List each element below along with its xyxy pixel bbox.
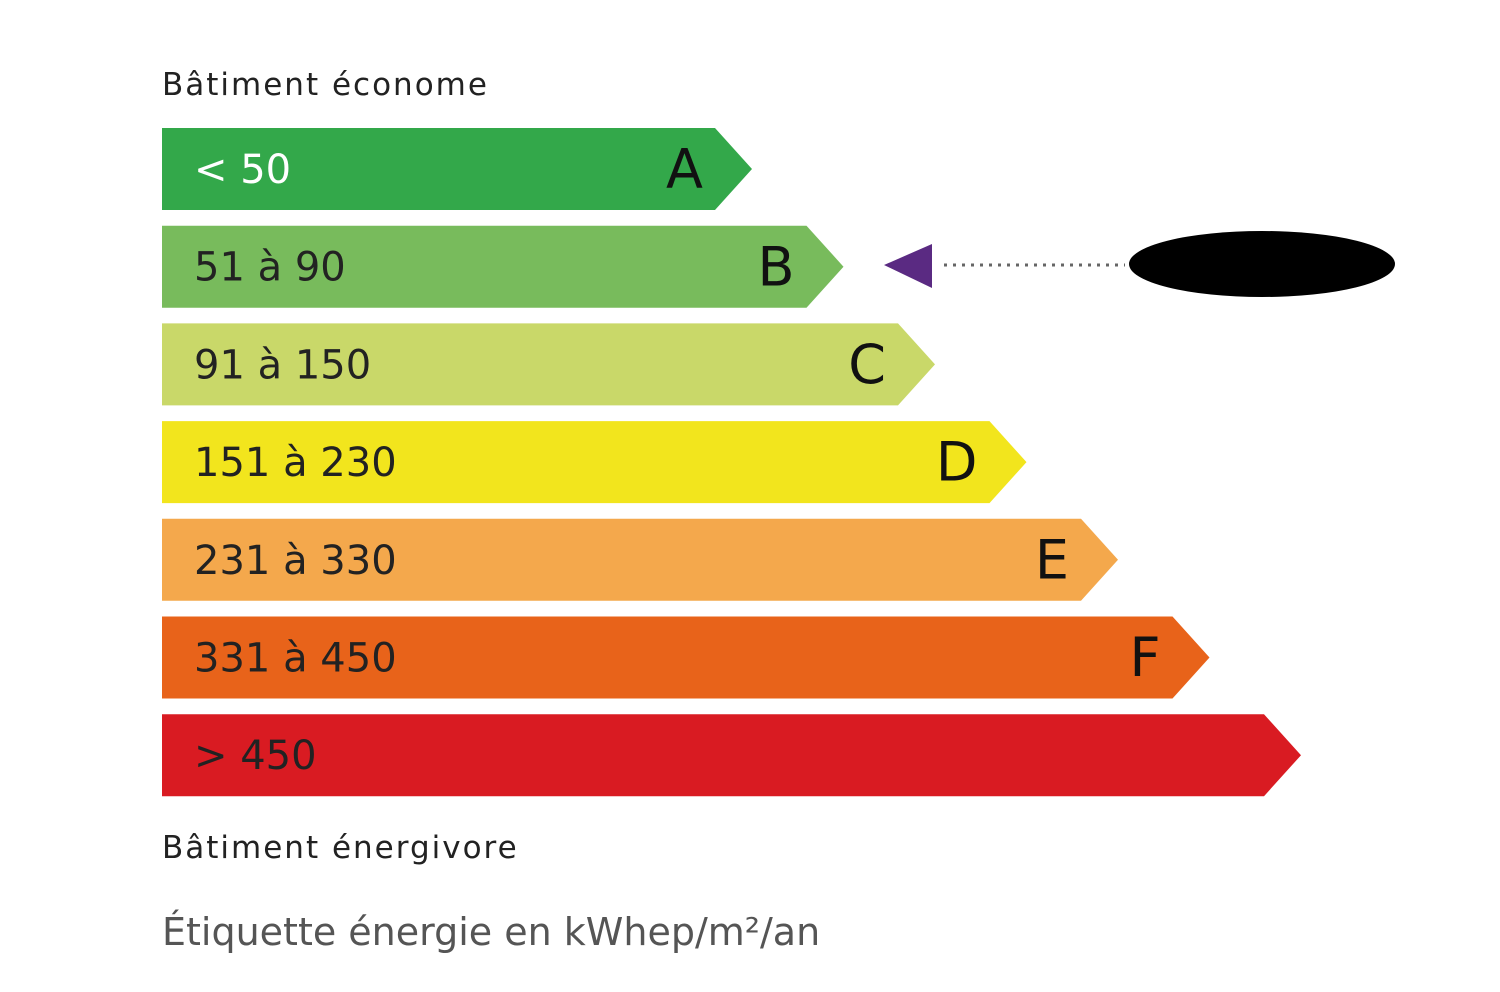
band [162, 128, 752, 210]
band-range: 331 à 450 [194, 636, 397, 682]
bottom-label: Bâtiment énergivore [162, 830, 519, 866]
caption: Étiquette énergie en kWhep/m²/an [162, 910, 820, 954]
band-letter: C [848, 333, 886, 396]
band [162, 714, 1301, 797]
bands: < 50 A 51 à 90 B 91 à 150 C 151 à 230 D 231 à 33… [162, 128, 1301, 797]
indicator-arrow [884, 244, 932, 288]
band-range: 231 à 330 [194, 538, 397, 584]
band-range: < 50 [194, 147, 291, 193]
redacted-value [1129, 231, 1395, 297]
band-letter: B [757, 235, 794, 298]
band-range: 51 à 90 [194, 245, 346, 291]
band [162, 225, 844, 308]
indicator [884, 231, 1395, 297]
band [162, 616, 1210, 699]
band [162, 421, 1027, 504]
band-range: 151 à 230 [194, 440, 397, 486]
band-letter: F [1129, 626, 1160, 689]
band [162, 518, 1118, 601]
band-range: > 450 [194, 733, 317, 779]
band-letter: D [936, 431, 978, 494]
band [162, 323, 935, 406]
top-label: Bâtiment économe [162, 67, 489, 103]
band-letter: E [1035, 528, 1069, 591]
band-letter: A [666, 138, 703, 201]
band-range: 91 à 150 [194, 342, 371, 388]
